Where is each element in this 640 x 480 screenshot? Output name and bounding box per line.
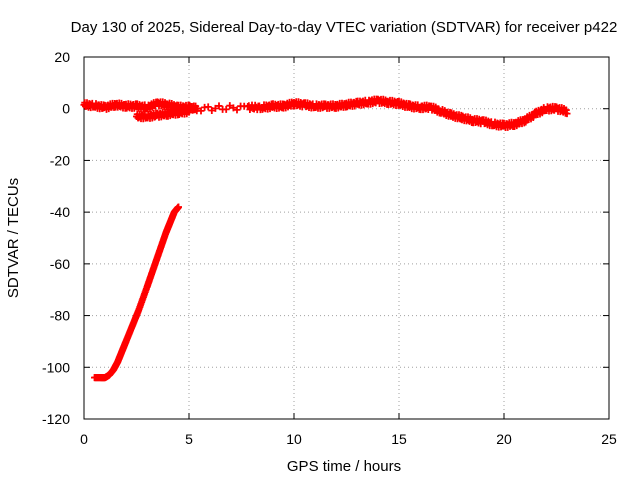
y-tick-label: -80 — [50, 308, 70, 324]
y-tick-label: -20 — [50, 152, 70, 168]
y-tick-label: -100 — [42, 359, 70, 375]
x-tick-label: 5 — [185, 431, 193, 447]
data-point — [185, 108, 193, 116]
grid-lines — [84, 57, 609, 419]
series-0 — [80, 95, 571, 132]
data-point — [204, 103, 212, 111]
y-tick-label: 0 — [62, 101, 70, 117]
chart-title: Day 130 of 2025, Sidereal Day-to-day VTE… — [71, 19, 618, 36]
x-tick-label: 15 — [391, 431, 407, 447]
data-point — [197, 107, 205, 115]
tick-labels: 0 5 10 15 20 25 20 0 -20 -40 -60 -80 -100 -120 — [42, 49, 617, 447]
plot-frame — [83, 56, 610, 420]
data-point — [215, 102, 223, 110]
data-point — [563, 110, 571, 118]
x-tick-label: 20 — [496, 431, 512, 447]
data-point — [175, 203, 182, 211]
data-point — [233, 106, 241, 114]
data-point — [211, 104, 219, 112]
data-point — [222, 105, 230, 113]
y-axis-title: SDTVAR / TECUs — [5, 178, 22, 298]
y-tick-label: 20 — [54, 49, 70, 65]
x-tick-label: 0 — [80, 431, 88, 447]
y-tick-label: -40 — [50, 204, 70, 220]
series-1 — [133, 105, 193, 123]
data-marks — [80, 95, 571, 382]
x-tick-label: 25 — [601, 431, 617, 447]
y-tick-label: -120 — [42, 411, 70, 427]
data-point — [226, 102, 234, 110]
x-tick-label: 10 — [286, 431, 302, 447]
data-point — [229, 104, 237, 112]
y-tick-label: -60 — [50, 256, 70, 272]
series-2 — [91, 203, 182, 382]
data-point — [193, 104, 201, 112]
x-axis-title: GPS time / hours — [287, 458, 401, 475]
data-point — [208, 106, 216, 114]
